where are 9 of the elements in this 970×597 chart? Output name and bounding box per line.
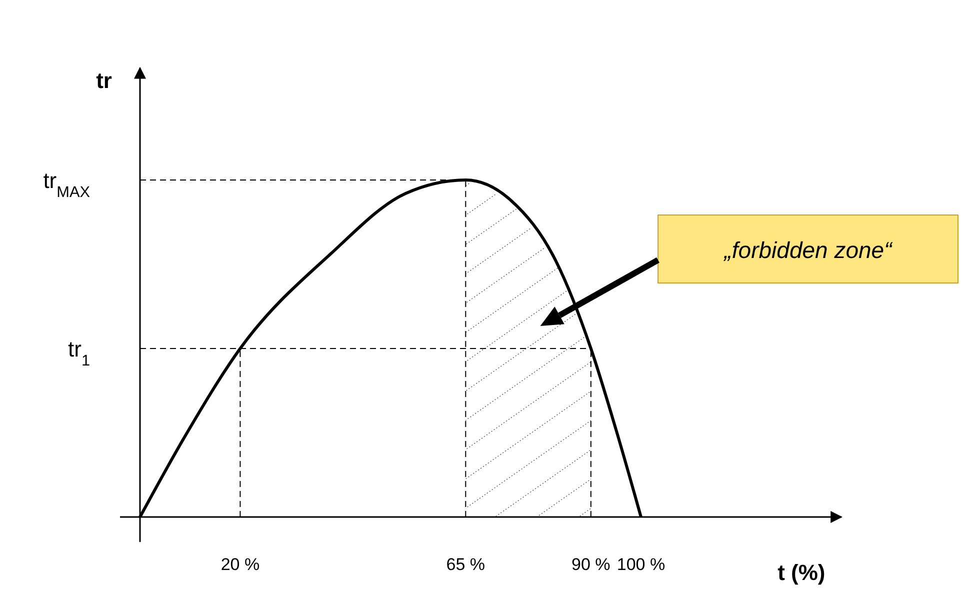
x-axis-title: t (%)	[778, 560, 826, 585]
x-tick-label: 20 %	[220, 555, 260, 574]
annotation: „forbidden zone“	[723, 237, 894, 263]
ref-line-label: tr$_{MAX}$	[43, 168, 90, 200]
x-tick-label: 65 %	[446, 555, 486, 574]
y-axis-title: tr	[96, 68, 112, 93]
ref-line-label: tr$_{1}$	[68, 336, 90, 369]
x-tick-label: 90 %	[572, 555, 610, 574]
x-tick-label: 100 %	[616, 555, 666, 574]
